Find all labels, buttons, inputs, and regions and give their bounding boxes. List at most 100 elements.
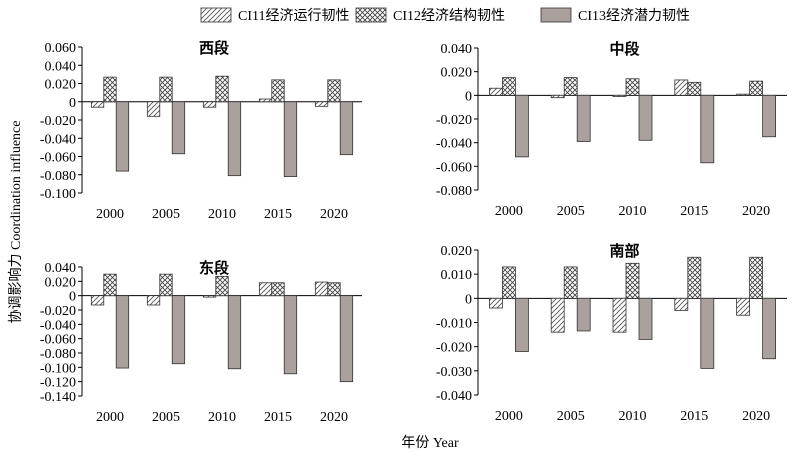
y-tick-label: -0.100 (40, 361, 76, 376)
bar-2020-ci11 (314, 101, 329, 107)
bar-2005-ci12 (563, 266, 578, 299)
y-tick-label: -0.140 (40, 390, 76, 405)
bar-2010-ci13 (638, 297, 653, 340)
legend-swatch-ci13 (540, 7, 572, 23)
x-tick-label: 2000 (495, 409, 523, 424)
y-tick-label: -0.080 (436, 184, 472, 199)
y-tick-label: 0 (465, 89, 472, 104)
bar-2010-ci12 (215, 275, 229, 297)
y-tick-label: -0.020 (436, 113, 472, 128)
x-tick-label: 2010 (208, 207, 236, 222)
bar-2015-ci12 (687, 81, 702, 96)
chart-panels: 西段0.0600.0400.0200-0.020-0.040-0.060-0.0… (40, 39, 787, 425)
bar-2005-ci11 (550, 297, 565, 333)
y-tick-label: 0.040 (45, 59, 77, 74)
bar-2020-ci11 (736, 93, 750, 96)
bar-2020-ci11 (314, 281, 329, 297)
legend-label-ci13: CI13经济潜力韧性 (578, 8, 690, 24)
panel-title: 东段 (199, 259, 229, 277)
panel-title: 南部 (609, 242, 639, 260)
bar-2000-ci13 (115, 295, 130, 369)
bar-2020-ci12 (327, 282, 341, 297)
y-tick-label: 0.040 (441, 42, 473, 57)
x-tick-label: 2000 (495, 204, 523, 219)
legend-swatch-ci12 (355, 7, 387, 23)
x-tick-label: 2005 (557, 204, 585, 219)
bar-2005-ci12 (159, 76, 173, 103)
legend-label-ci12: CI12经济结构韧性 (393, 8, 505, 24)
legend-swatch-ci11 (200, 7, 232, 23)
bar-2000-ci11 (488, 87, 503, 96)
panel-title: 中段 (609, 40, 639, 58)
x-tick-label: 2015 (264, 410, 292, 425)
x-tick-label: 2010 (619, 409, 647, 424)
y-tick-label: 0.020 (441, 66, 473, 81)
y-tick-label: -0.020 (436, 341, 472, 356)
x-tick-label: 2015 (680, 409, 708, 424)
bar-2015-ci12 (271, 282, 285, 297)
y-tick-label: -0.120 (40, 376, 76, 391)
y-tick-label: -0.080 (40, 169, 76, 184)
bar-2020-ci13 (762, 297, 776, 360)
y-tick-label: -0.020 (40, 114, 76, 129)
bar-2005-ci13 (576, 94, 591, 142)
bar-2000-ci13 (115, 101, 130, 172)
y-tick-label: -0.040 (40, 132, 76, 147)
y-tick-label: -0.040 (40, 318, 76, 333)
y-tick-label: -0.020 (40, 304, 76, 319)
x-axis-label: 年份 Year (401, 435, 459, 451)
bar-2020-ci13 (339, 295, 354, 383)
bar-2015-ci12 (271, 79, 285, 103)
bar-2010-ci12 (625, 78, 640, 96)
y-tick-label: 0.020 (441, 244, 473, 259)
legend-label-ci11: CI11经济运行韧性 (238, 8, 349, 24)
bar-2005-ci11 (146, 101, 161, 117)
y-tick-label: -0.100 (40, 187, 76, 202)
y-tick-label: -0.040 (436, 389, 472, 404)
x-tick-label: 2015 (680, 204, 708, 219)
bar-2000-ci12 (103, 273, 117, 297)
bar-2010-ci11 (612, 94, 627, 97)
y-tick-label: 0.020 (45, 275, 77, 290)
bar-2020-ci11 (736, 297, 750, 316)
x-tick-label: 2010 (208, 410, 236, 425)
x-tick-label: 2015 (264, 207, 292, 222)
y-tick-label: -0.060 (436, 160, 472, 175)
bar-2010-ci13 (227, 295, 242, 370)
bar-2020-ci12 (327, 79, 341, 103)
y-tick-label: 0 (465, 292, 472, 307)
x-tick-label: 2010 (619, 204, 647, 219)
y-tick-label: 0.060 (45, 41, 77, 56)
x-tick-label: 2005 (557, 409, 585, 424)
bar-2000-ci13 (515, 94, 529, 158)
panel-3: 东段0.0400.0200-0.020-0.040-0.060-0.080-0.… (40, 259, 362, 425)
bar-2005-ci12 (159, 273, 173, 297)
y-tick-label: -0.060 (40, 333, 76, 348)
bar-2010-ci13 (638, 94, 653, 141)
x-tick-label: 2000 (96, 207, 124, 222)
bar-2015-ci11 (258, 282, 273, 297)
y-tick-label: -0.040 (436, 137, 472, 152)
bar-2015-ci13 (700, 94, 715, 164)
bar-2005-ci13 (171, 101, 186, 155)
legend: CI11经济运行韧性 CI12经济结构韧性 CI13经济潜力韧性 (200, 7, 690, 24)
bar-2020-ci12 (749, 256, 763, 299)
bar-2000-ci12 (501, 77, 516, 96)
x-tick-label: 2020 (320, 207, 348, 222)
bar-2015-ci11 (674, 297, 689, 311)
bar-2020-ci13 (339, 101, 354, 156)
legend-item-ci11: CI11经济运行韧性 (200, 7, 349, 24)
bar-2010-ci12 (625, 262, 640, 299)
y-axis-label: 协调影响力 Coordination influence (8, 121, 24, 324)
bar-2000-ci11 (90, 101, 105, 108)
bar-2005-ci13 (576, 297, 591, 332)
x-tick-label: 2020 (320, 410, 348, 425)
bar-2015-ci11 (674, 79, 689, 96)
panel-title: 西段 (199, 39, 229, 57)
bar-2000-ci13 (515, 297, 529, 352)
bar-2005-ci12 (563, 77, 578, 96)
bar-2010-ci11 (202, 295, 217, 298)
bar-2010-ci12 (215, 75, 229, 103)
panel-4: 南部 0.020 0.010 0 -0.010 -0.020 -0.030 -0.040 200… (436, 242, 787, 424)
